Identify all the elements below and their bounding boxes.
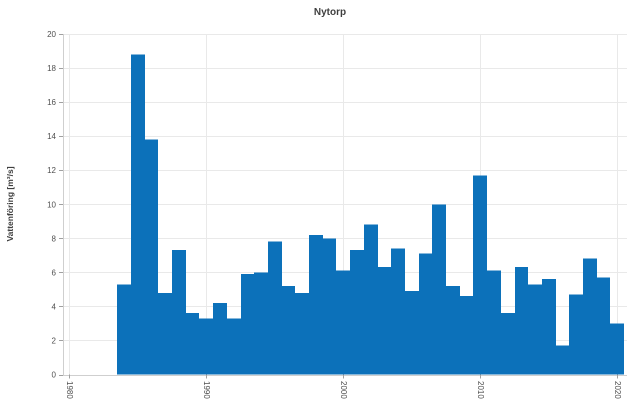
bar-2012 [501,313,515,375]
bar-2020 [610,323,624,375]
bar-1985 [131,54,145,375]
y-tick-label-16: 16 [47,98,56,107]
bar-1991 [213,302,227,375]
y-tick-label-8: 8 [52,234,57,243]
bar-2010 [473,175,487,375]
axis-spines [63,34,627,376]
bar-2002 [364,224,378,375]
y-tick-label-18: 18 [47,64,56,73]
y-tick-label-20: 20 [47,30,56,39]
bar-2015 [542,279,556,375]
bar-2006 [419,253,432,375]
chart-title: Nytorp [313,7,347,18]
tick-marks [59,34,618,379]
bar-1984 [117,284,131,375]
bar-1996 [282,285,295,375]
bars [117,54,624,375]
bar-2008 [446,285,460,375]
bar-2005 [405,291,419,375]
x-tick-label-2020: 2020 [613,381,622,399]
y-tick-label-14: 14 [47,132,56,141]
bar-2018 [583,258,597,375]
y-tick-labels: 0 2 4 6 8 10 12 14 16 18 20 [47,30,56,380]
y-tick-label-4: 4 [52,302,57,311]
x-tick-label-1990: 1990 [202,381,211,399]
bar-1998 [309,234,323,375]
y-tick-label-6: 6 [52,268,57,277]
bar-2004 [391,248,405,375]
bar-2013 [515,267,528,375]
bar-1992 [227,318,241,375]
bar-1988 [172,250,186,375]
y-tick-label-0: 0 [52,371,57,380]
bar-1989 [186,313,199,375]
bar-2011 [487,270,501,375]
bar-2016 [556,345,569,375]
bar-2019 [597,277,610,375]
bar-1997 [295,292,309,375]
x-tick-label-2010: 2010 [476,381,485,399]
y-tick-label-2: 2 [52,336,57,345]
bar-1999 [323,238,336,375]
y-tick-label-12: 12 [47,166,56,175]
x-tick-label-1980: 1980 [65,381,74,399]
bar-2014 [528,284,542,375]
y-tick-label-10: 10 [47,200,56,209]
bar-2000 [336,270,350,375]
bar-1987 [158,292,172,375]
bar-1994 [254,272,268,375]
bar-2007 [432,204,446,375]
bar-2017 [569,294,583,375]
bar-2001 [350,250,364,375]
bar-1986 [145,139,158,375]
bar-2009 [460,296,473,375]
x-tick-labels: 1980 1990 2000 2010 2020 [65,381,622,399]
bar-1993 [241,274,254,375]
x-tick-label-2000: 2000 [339,381,348,399]
bar-1995 [268,241,282,375]
bar-1990 [199,318,213,375]
bar-2003 [378,267,391,375]
